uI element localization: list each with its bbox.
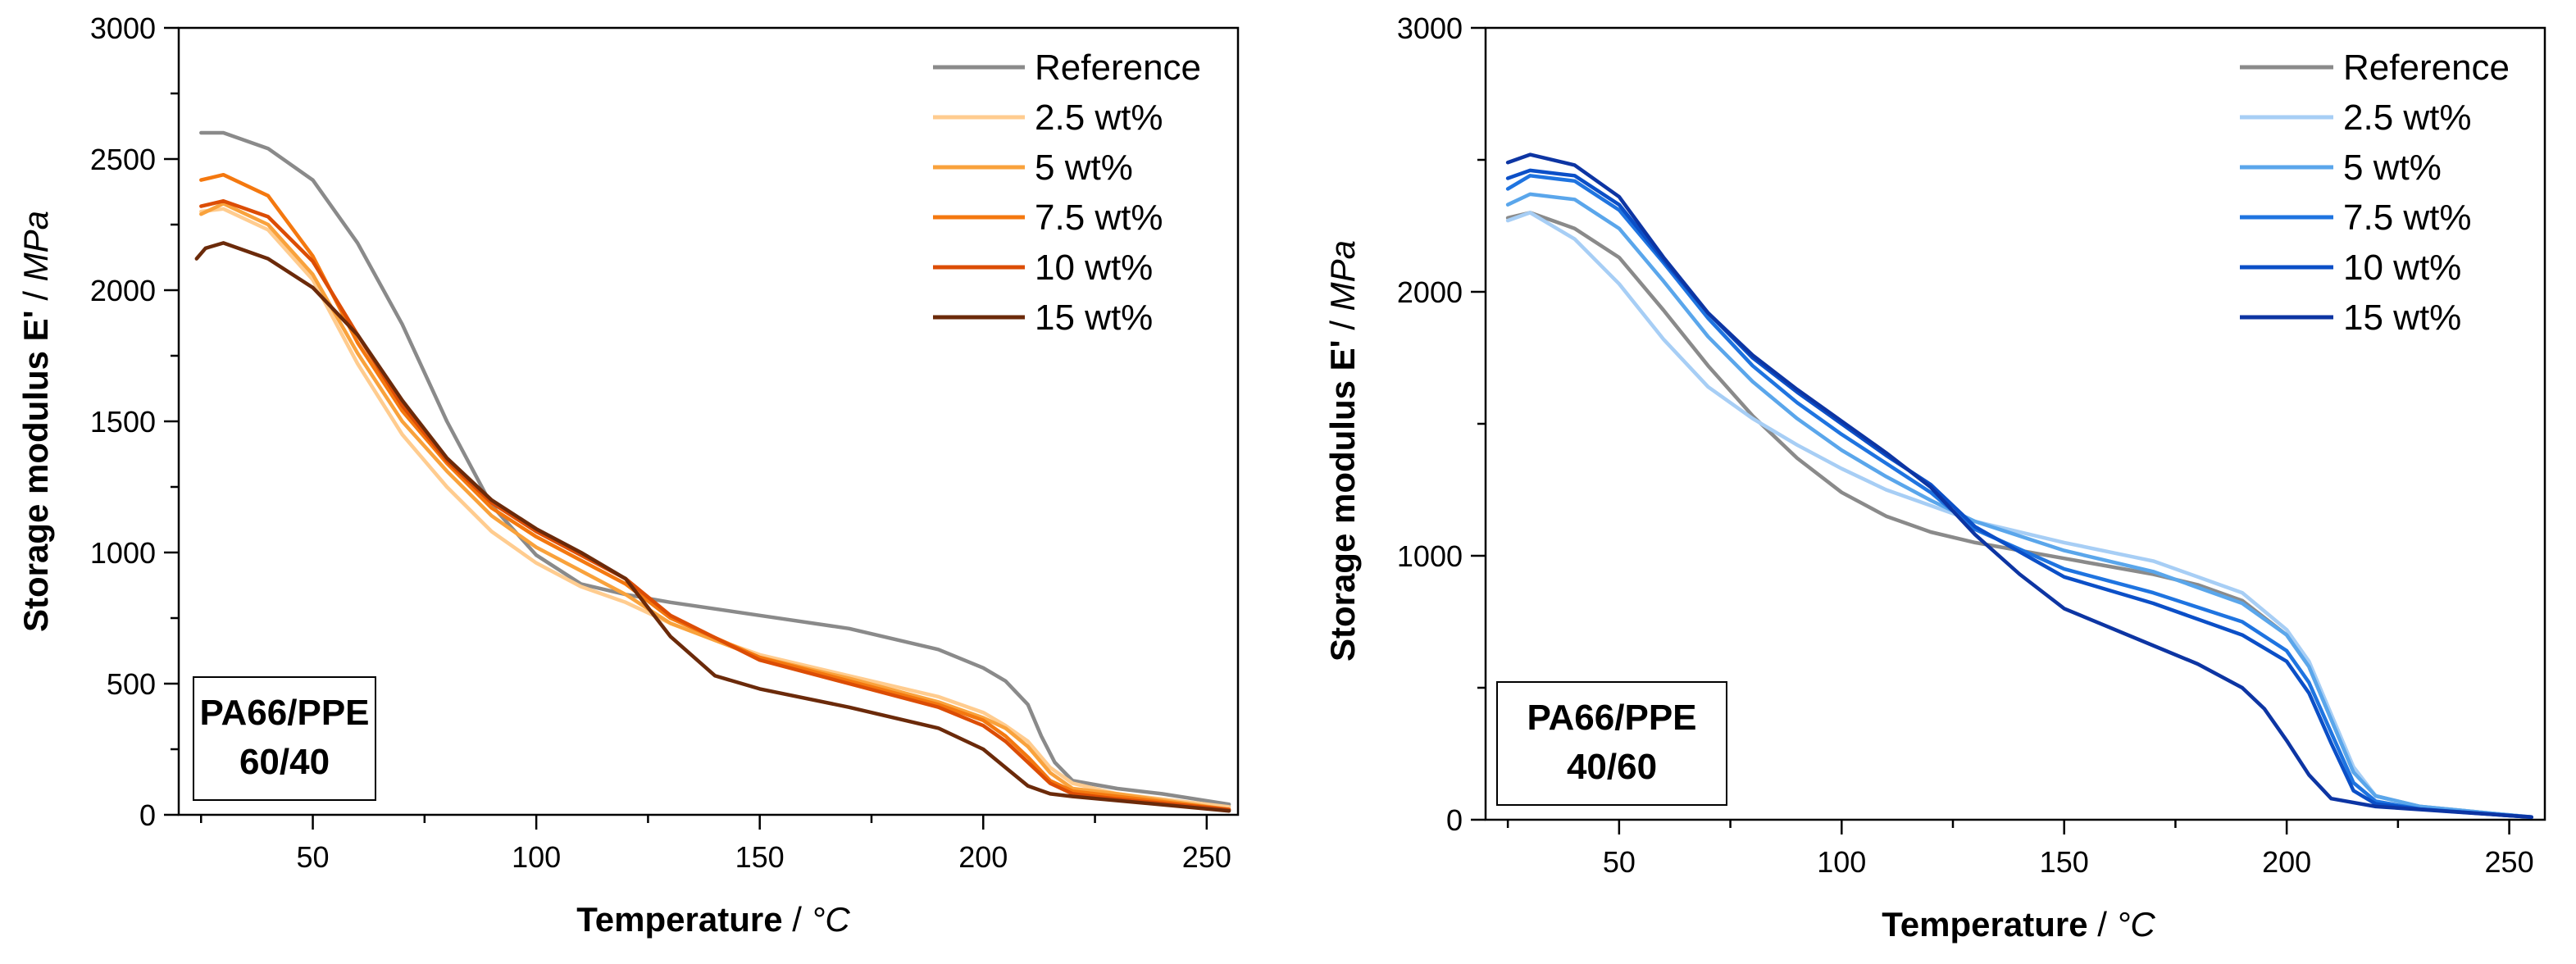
- legend-label: 7.5 wt%: [2343, 198, 2472, 238]
- x-tick-label: 150: [735, 840, 785, 874]
- y-tick-label: 1000: [1397, 539, 1463, 573]
- chart-panel-right: 50 100 150 200 250 0 1000 2000 3000 Reference 2.5 …: [1323, 11, 2546, 944]
- y-axis-title-sep: /: [1323, 311, 1362, 339]
- y-axis-title-main: Storage modulus: [1323, 371, 1362, 662]
- legend-label: Reference: [1035, 48, 1201, 88]
- legend-label: 10 wt%: [1035, 248, 1153, 288]
- panel-label-line: PA66/PPE: [199, 693, 369, 733]
- y-axis-title-unit: MPa: [1323, 240, 1362, 311]
- x-tick-label: 50: [1603, 845, 1636, 879]
- legend-label: 2.5 wt%: [2343, 98, 2472, 138]
- series-line: [199, 198, 1231, 812]
- x-tick-label: 250: [1182, 840, 1231, 874]
- series-line: [1505, 168, 2533, 820]
- x-tick-label: 150: [2040, 845, 2089, 879]
- series-line: [199, 130, 1231, 807]
- panel-label-line: 60/40: [239, 742, 330, 782]
- y-axis-title-unit: MPa: [16, 211, 55, 281]
- y-tick-label: 3000: [90, 11, 156, 45]
- series-line: [1505, 152, 2533, 820]
- series-line: [194, 241, 1231, 813]
- legend-label: 10 wt%: [2343, 248, 2461, 288]
- y-tick-label: 2000: [1397, 275, 1463, 309]
- legend-label: 5 wt%: [1035, 148, 1133, 188]
- y-tick-label: 3000: [1397, 11, 1463, 45]
- legend-label: 5 wt%: [2343, 148, 2442, 188]
- y-axis-title: Storage modulus E' / MPa: [1323, 240, 1362, 662]
- x-axis-title-sep: /: [783, 900, 812, 939]
- panel-label-box: [193, 676, 376, 801]
- y-tick-label: 1500: [90, 405, 156, 439]
- y-tick-label: 2000: [90, 274, 156, 307]
- legend-label: 15 wt%: [2343, 298, 2461, 338]
- panel-label-line: 40/60: [1567, 747, 1657, 787]
- series-line: [199, 207, 1231, 809]
- x-tick-label: 100: [512, 840, 561, 874]
- y-axis-title-sep: /: [16, 281, 55, 310]
- x-axis-title-main: Temperature: [1882, 905, 2087, 944]
- y-axis-title-main: Storage modulus: [16, 341, 55, 632]
- y-tick-label: 2500: [90, 143, 156, 176]
- panel-label-line: PA66/PPE: [1527, 698, 1696, 738]
- x-tick-label: 200: [958, 840, 1008, 874]
- y-axis-title-symbol: E': [1323, 339, 1362, 371]
- legend-label: 2.5 wt%: [1035, 98, 1163, 138]
- x-tick-label: 50: [297, 840, 330, 874]
- legend-label: Reference: [2343, 48, 2510, 88]
- x-axis-title-unit: °C: [812, 900, 851, 939]
- chart-panel-left: 50 100 150 200 250050010001500200025003000Re…: [16, 11, 1240, 939]
- legend-label: 7.5 wt%: [1035, 198, 1163, 238]
- x-tick-label: 100: [1817, 845, 1866, 879]
- x-axis-title-sep: /: [2088, 905, 2117, 944]
- y-tick-label: 500: [107, 667, 156, 701]
- legend-label: 15 wt%: [1035, 298, 1153, 338]
- x-axis-title: Temperature / °C: [576, 900, 850, 939]
- panel-label-box: [1496, 681, 1727, 806]
- y-tick-label: 1000: [90, 536, 156, 570]
- y-axis-title-symbol: E': [16, 310, 55, 341]
- y-axis-title: Storage modulus E' / MPa: [16, 211, 55, 632]
- x-axis-title-main: Temperature: [576, 900, 782, 939]
- y-tick-label: 0: [139, 798, 156, 832]
- x-axis-title: Temperature / °C: [1882, 905, 2155, 944]
- x-axis-title-unit: °C: [2117, 905, 2156, 944]
- x-tick-label: 200: [2262, 845, 2311, 879]
- x-tick-label: 250: [2485, 845, 2534, 879]
- y-tick-label: 0: [1446, 803, 1463, 837]
